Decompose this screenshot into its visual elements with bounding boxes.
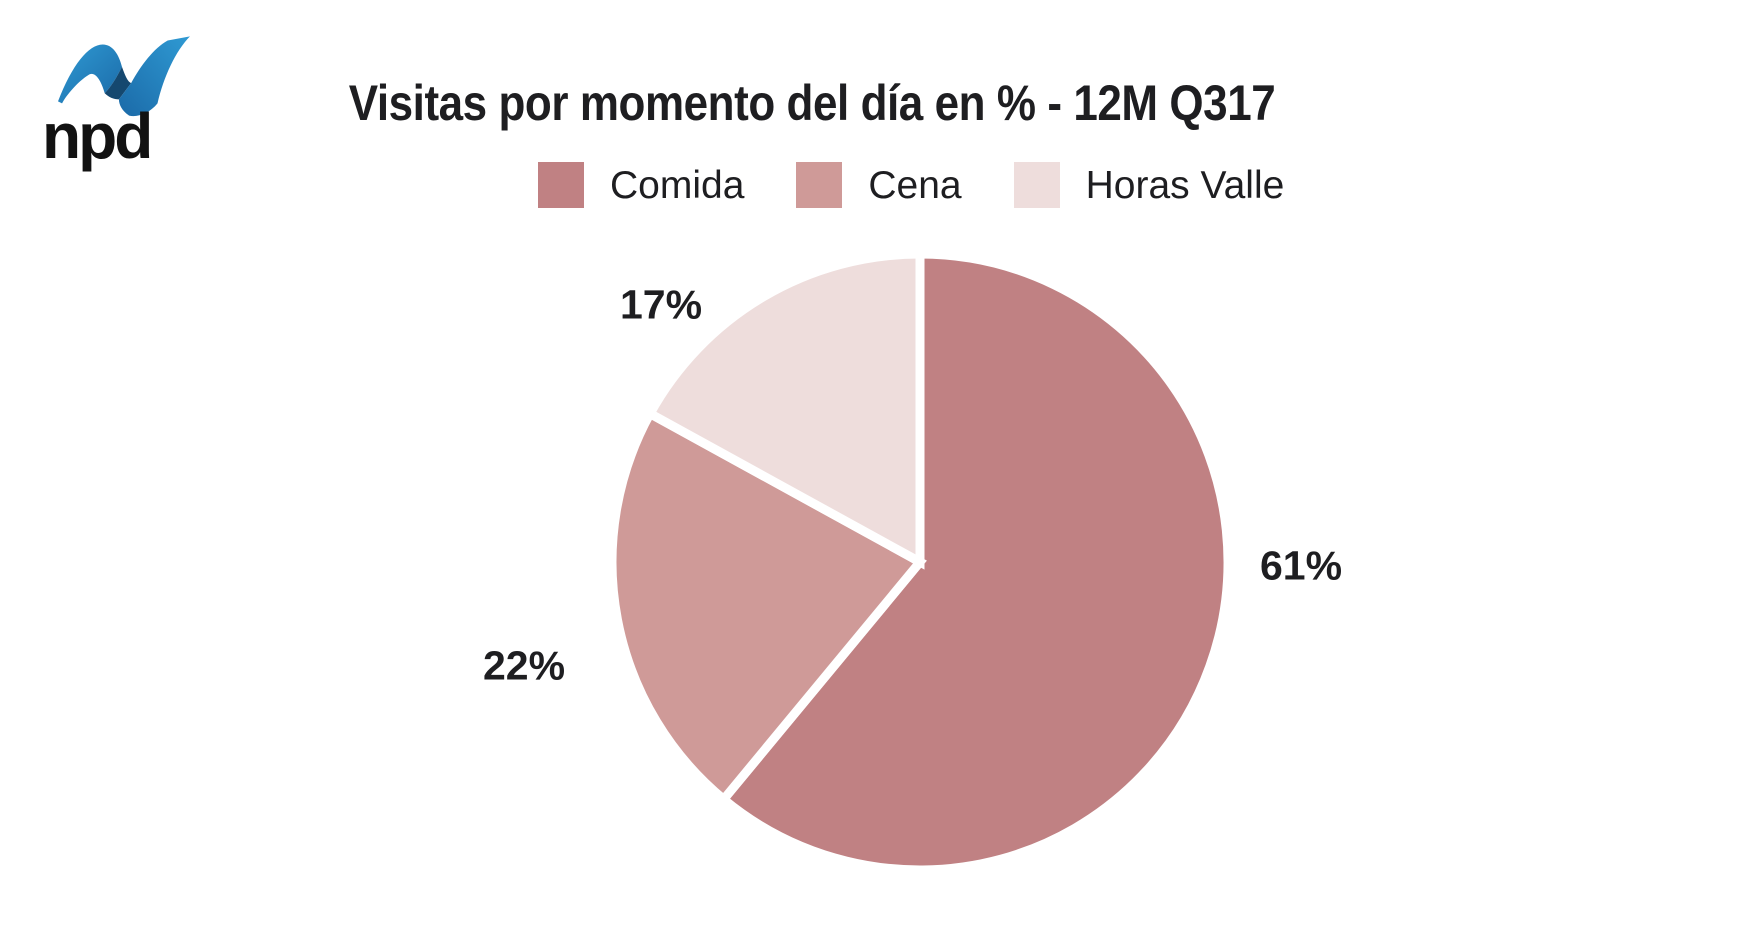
legend-item-cena: Cena: [796, 162, 962, 208]
pie-slice-comida: [717, 249, 1233, 875]
legend-label-horas-valle: Horas Valle: [1085, 163, 1285, 207]
chart-title: Visitas por momento del día en % - 12M Q…: [348, 75, 1276, 131]
slice-label-comida: 61%: [1259, 542, 1343, 589]
pie-slice-cena: [607, 407, 927, 806]
legend-label-comida: Comida: [610, 163, 745, 207]
slice-label-cena: 22%: [482, 642, 566, 689]
legend-swatch-cena: [796, 162, 843, 208]
npd-ribbon-icon: [58, 36, 190, 117]
legend-swatch-horas-valle: [1013, 162, 1060, 208]
slice-label-horas-valle: 17%: [619, 281, 703, 328]
chart-legend: Comida Cena Horas Valle: [538, 162, 1284, 208]
pie-slice-horas-valle: [643, 249, 925, 570]
legend-item-horas-valle: Horas Valle: [1013, 162, 1285, 208]
legend-label-cena: Cena: [868, 163, 962, 207]
npd-logo-text: npd: [42, 100, 153, 172]
npd-logo: npd: [42, 36, 202, 172]
legend-swatch-comida: [538, 162, 584, 208]
legend-item-comida: Comida: [538, 162, 744, 208]
